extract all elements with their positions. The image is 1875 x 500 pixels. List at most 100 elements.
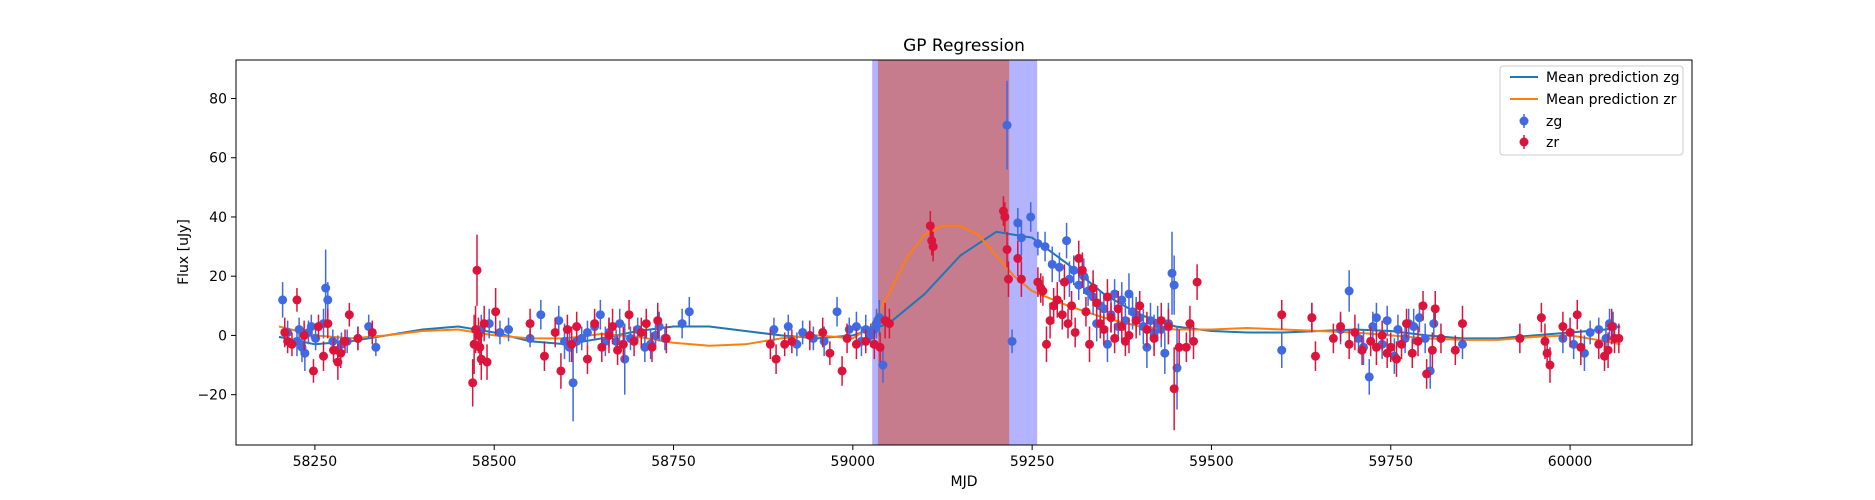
data-point-zr (851, 339, 861, 349)
data-point-zg (878, 360, 888, 370)
data-point-zr (1070, 327, 1080, 337)
data-point-zr (367, 327, 377, 337)
data-point-zg (323, 295, 333, 305)
data-point-zr (319, 351, 329, 361)
data-point-zr (1117, 322, 1127, 332)
y-tick-label--20: −20 (197, 388, 227, 404)
y-axis-label: Flux [uJy] (176, 219, 192, 285)
data-point-zg (321, 283, 331, 293)
data-point-zg (783, 322, 793, 332)
legend-label-zr-points: zr (1546, 135, 1559, 151)
data-point-zg (684, 307, 694, 317)
data-point-zr (1081, 307, 1091, 317)
data-point-zg (1069, 265, 1079, 275)
data-point-zr (1057, 310, 1067, 320)
data-point-zg (1124, 289, 1134, 299)
data-point-zr (491, 307, 501, 317)
data-point-zr (479, 319, 489, 329)
data-point-zr (1002, 245, 1012, 255)
data-point-zr (1059, 277, 1069, 287)
data-point-zr (1013, 253, 1023, 263)
data-point-zg (1457, 339, 1467, 349)
data-point-zr (641, 319, 651, 329)
data-point-zr (567, 339, 577, 349)
y-tick-label-0: 0 (218, 328, 227, 344)
data-point-zr (323, 319, 333, 329)
data-point-zr (1418, 301, 1428, 311)
data-point-zr (1102, 292, 1112, 302)
data-point-zr (292, 295, 302, 305)
data-point-zr (1038, 286, 1048, 296)
data-point-zg (294, 325, 304, 334)
data-point-zr (787, 336, 797, 346)
data-point-zr (1558, 322, 1568, 332)
data-point-zr (344, 310, 354, 320)
data-point-zg (819, 336, 829, 346)
data-point-zg (568, 378, 578, 388)
data-point-zr (1344, 339, 1354, 349)
data-point-zg (1110, 289, 1120, 299)
data-point-zr (1436, 333, 1446, 343)
data-point-zr (608, 322, 618, 332)
data-point-zr (1142, 325, 1152, 334)
data-point-zg (554, 316, 564, 326)
y-tick-label-40: 40 (209, 210, 227, 226)
data-point-zr (1336, 322, 1346, 332)
data-point-zg (1016, 233, 1026, 243)
data-point-zr (825, 348, 835, 358)
data-point-zr (1430, 304, 1440, 314)
data-point-zr (805, 330, 815, 340)
data-point-zr (1328, 333, 1338, 343)
legend-label-zg-points: zg (1546, 114, 1562, 130)
x-axis-ticks: 58250 58500 58750 59000 59250 59500 59750 60000 (293, 445, 1592, 470)
data-point-zg (536, 310, 546, 320)
chart-title: GP Regression (903, 36, 1025, 56)
legend-swatch-zg-points (1519, 114, 1529, 128)
data-point-zr (1377, 330, 1387, 340)
data-point-zr (618, 339, 628, 349)
data-point-zr (837, 366, 847, 376)
data-point-zg (371, 342, 381, 352)
x-tick-label-58250: 58250 (293, 454, 338, 470)
data-point-zg (1393, 325, 1403, 334)
data-point-zg (851, 322, 861, 332)
data-point-zg (1160, 348, 1170, 358)
data-point-zg (1099, 304, 1109, 314)
data-point-zr (1000, 212, 1010, 222)
data-point-zr (1169, 384, 1179, 394)
data-point-zr (604, 330, 614, 340)
data-point-zg (1102, 339, 1112, 349)
data-point-zr (1371, 342, 1381, 352)
data-point-zg (1074, 280, 1084, 290)
data-point-zr (1307, 313, 1317, 323)
data-point-zr (1189, 336, 1199, 346)
x-tick-label-59750: 59750 (1368, 454, 1413, 470)
data-point-zg (1145, 316, 1155, 326)
x-axis-label: MJD (951, 474, 978, 490)
data-point-zr (1077, 265, 1087, 275)
data-point-zr (1088, 283, 1098, 293)
data-point-zr (482, 357, 492, 367)
data-point-zr (1350, 327, 1360, 337)
data-point-zr (1074, 253, 1084, 263)
data-point-zr (1386, 342, 1396, 352)
data-point-zr (1536, 313, 1546, 323)
data-point-zr (1457, 319, 1467, 329)
data-point-zg (611, 336, 621, 346)
data-point-zr (1413, 336, 1423, 346)
legend-swatch-zr-points (1519, 135, 1529, 149)
data-point-zr (1357, 345, 1367, 355)
legend-marker-zg (1519, 116, 1529, 126)
data-point-zg (620, 354, 630, 364)
data-point-zr (875, 342, 885, 352)
data-point-zr (1052, 295, 1062, 305)
data-point-zr (1156, 316, 1166, 326)
x-tick-label-59500: 59500 (1189, 454, 1234, 470)
data-point-zg (677, 319, 687, 329)
data-point-zr (765, 339, 775, 349)
data-point-zg (1344, 286, 1354, 296)
data-point-zg (1585, 327, 1595, 337)
data-point-zg (1277, 345, 1287, 355)
data-point-zg (1420, 333, 1430, 343)
